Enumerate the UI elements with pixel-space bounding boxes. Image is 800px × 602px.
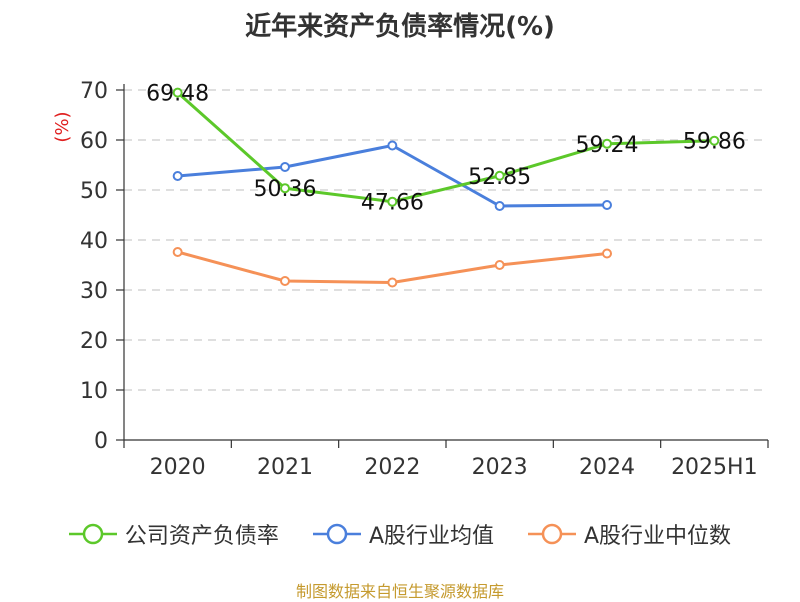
data-point [280,183,290,194]
x-tick-label: 2023 [472,455,528,480]
y-tick-label: 0 [94,429,108,454]
y-axis-label: (%) [52,111,73,142]
data-point [172,247,183,257]
y-tick-label: 10 [80,379,108,404]
y-tick-label: 60 [80,129,108,154]
y-tick-label: 40 [80,229,108,254]
data-point [494,170,505,181]
data-label: 59.86 [683,130,746,155]
data-point [602,200,612,210]
data-point [172,171,183,181]
data-point [172,87,183,98]
x-tick-label: 2025H1 [671,455,758,480]
data-point [387,196,398,207]
x-tick-label: 2024 [579,455,635,480]
data-point [494,201,505,211]
data-label: 69.48 [146,82,209,107]
data-source: 制图数据来自恒生聚源数据库 [295,582,504,601]
data-label: 52.85 [468,165,531,190]
legend-item-industry-mean[interactable]: A股行业均值 [312,518,494,550]
legend-swatch-industry-mean-icon [312,523,361,545]
data-label: 59.24 [576,133,639,158]
data-point [387,277,398,288]
data-point [602,248,612,259]
x-tick-label: 2021 [257,455,313,480]
series-line-0 [176,91,715,204]
y-tick-label: 20 [80,329,108,354]
y-tick-label: 30 [80,279,108,304]
data-point [494,260,505,270]
data-point [709,135,720,146]
data-point [387,140,398,151]
data-point [280,276,290,286]
chart-title: 近年来资产负债率情况(%) [245,12,555,42]
legend-label-industry-mean: A股行业均值 [368,524,494,549]
legend-swatch-company-icon [68,523,117,545]
legend: 公司资产负债率 A股行业均值 A股行业中位数 [0,518,800,550]
y-tick-label: 50 [80,179,108,204]
data-label: 47.66 [361,191,424,216]
x-tick-label: 2020 [150,455,206,480]
legend-label-company: 公司资产负债率 [124,524,279,549]
legend-item-industry-median[interactable]: A股行业中位数 [528,518,731,550]
legend-label-industry-median: A股行业中位数 [584,524,732,549]
y-tick-label: 70 [80,79,108,104]
data-point [602,138,612,149]
x-tick-label: 2022 [364,455,420,480]
data-point [280,162,290,172]
legend-swatch-industry-median-icon [528,523,576,545]
legend-item-company[interactable]: 公司资产负债率 [68,518,279,550]
data-label: 50.36 [254,177,317,202]
